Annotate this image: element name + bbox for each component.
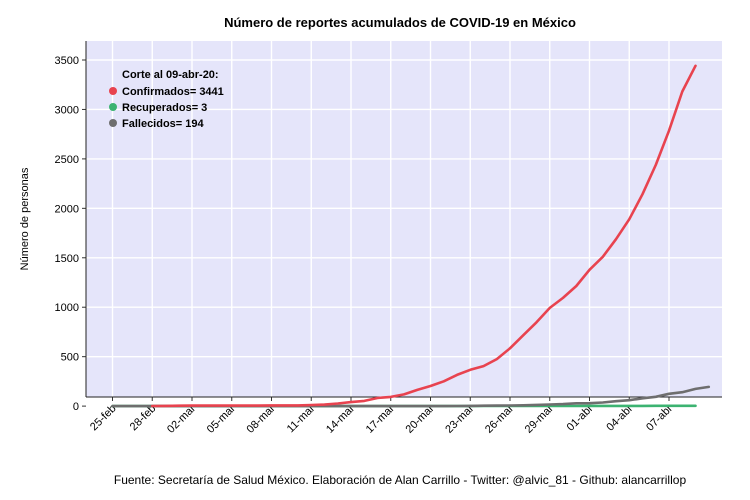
legend-marker: [109, 87, 117, 95]
x-tick-label: 26-mar: [483, 402, 516, 435]
y-tick-label: 0: [73, 401, 79, 413]
legend-marker: [109, 103, 117, 111]
x-tick-label: 20-mar: [403, 402, 436, 435]
x-tick-label: 14-mar: [324, 402, 357, 435]
legend-item-label: Confirmados= 3441: [122, 86, 224, 98]
chart-title: Número de reportes acumulados de COVID-1…: [224, 15, 576, 30]
y-tick-label: 2500: [55, 154, 79, 166]
y-axis-label: Número de personas: [19, 167, 31, 270]
y-tick-label: 3500: [55, 55, 79, 67]
y-tick-label: 2000: [55, 203, 79, 215]
x-tick-label: 23-mar: [443, 402, 476, 435]
x-tick-label: 08-mar: [244, 402, 277, 435]
y-tick-label: 1500: [55, 253, 79, 265]
x-tick-label: 29-mar: [523, 402, 556, 435]
legend-item-label: Fallecidos= 194: [122, 118, 205, 130]
y-axis: 0 500 1000 1500 2000 2500 3000 3500: [55, 41, 87, 413]
legend-title: Corte al 09-abr-20:: [122, 69, 219, 81]
legend: Corte al 09-abr-20: Confirmados= 3441 Rec…: [109, 69, 224, 130]
x-tick-label: 02-mar: [165, 402, 198, 435]
legend-item-label: Recuperados= 3: [122, 102, 207, 114]
y-tick-label: 1000: [55, 302, 79, 314]
x-axis: 25-feb 28-feb 02-mar 05-mar 08-mar 11-mar 14-m…: [86, 396, 722, 436]
legend-marker: [109, 119, 117, 127]
y-tick-label: 3000: [55, 104, 79, 116]
series-lines: [111, 64, 711, 408]
x-tick-label: 05-mar: [205, 402, 238, 435]
y-tick-label: 500: [61, 352, 79, 364]
source-caption: Fuente: Secretaría de Salud México. Elab…: [114, 473, 687, 487]
series-line-confirmados: [151, 64, 697, 408]
x-tick-label: 17-mar: [364, 402, 397, 435]
